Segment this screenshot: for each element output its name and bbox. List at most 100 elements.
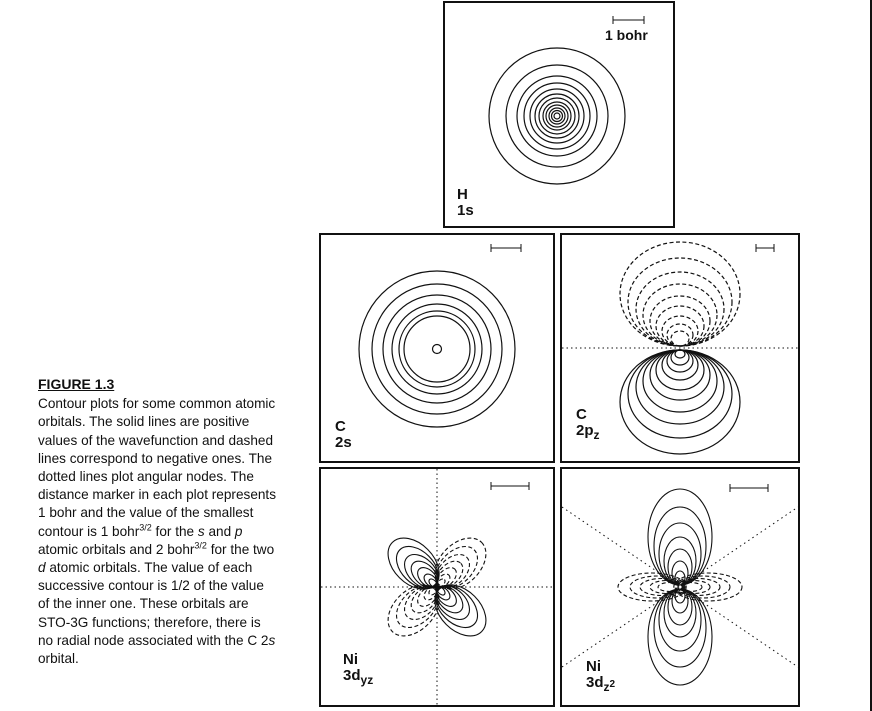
contour-line	[529, 88, 585, 144]
contour-line	[435, 560, 464, 589]
contour-line	[436, 578, 446, 588]
caption-text-2: for the	[151, 523, 198, 539]
contour-line	[674, 575, 731, 599]
angular-node-cone-2	[562, 506, 798, 668]
panel-h-1s: 1 bohr H 1s	[443, 1, 675, 228]
contour-line	[617, 572, 687, 602]
contour-line	[435, 567, 457, 589]
contour-line	[553, 112, 561, 120]
orbital-label-c-2pz: C 2pz	[576, 407, 600, 443]
contour-line	[538, 97, 576, 135]
contour-line	[674, 349, 686, 359]
caption-italic-d: d	[38, 560, 46, 576]
panel-ni-3dz2: Ni 3dz2	[560, 467, 800, 707]
contour-line	[635, 271, 725, 347]
caption-text-4: for the two	[206, 541, 275, 557]
contour-line	[434, 545, 479, 590]
contour-line	[382, 294, 492, 404]
contours-h-1s	[488, 47, 626, 185]
contours-ni-3dyz	[387, 537, 487, 637]
contour-line	[516, 75, 598, 157]
contour-line	[387, 584, 440, 637]
scale-marker	[612, 16, 645, 24]
orbital-main: 3d	[343, 667, 361, 684]
marker-label: 1 bohr	[605, 27, 648, 43]
contour-line	[403, 315, 471, 383]
plot-c-2pz	[562, 241, 798, 455]
contour-line	[436, 573, 451, 588]
contour-line	[670, 330, 690, 347]
contour-line	[627, 257, 733, 347]
orbital-label-c-2s: C 2s	[335, 419, 352, 451]
scale-marker	[755, 244, 775, 252]
contour-line	[542, 101, 572, 131]
caption-italic-s2: s	[268, 632, 276, 648]
plot-h-1s	[488, 16, 645, 185]
contour-line	[371, 283, 503, 415]
orbital-label-ni-3dyz: Ni 3dyz	[343, 651, 374, 688]
angular-node-cone-1	[562, 506, 798, 668]
orbital-subscript: z	[603, 680, 610, 694]
caption-text-6: orbital.	[38, 651, 79, 667]
orbital-name: 2s	[335, 434, 352, 451]
contour-line	[666, 349, 694, 373]
element-label: Ni	[586, 658, 601, 675]
element-label: H	[457, 186, 468, 203]
contour-line	[661, 315, 699, 347]
contours-c-2s	[358, 270, 516, 428]
caption-exponent-1: 3/2	[139, 522, 152, 533]
contour-line	[619, 241, 741, 347]
contour-line	[658, 522, 702, 586]
panel-ni-3dyz: Ni 3dyz	[319, 467, 555, 707]
contour-line	[649, 579, 684, 595]
caption-italic-s: s	[197, 523, 205, 539]
caption-exponent-2: 3/2	[194, 540, 207, 551]
contour-line	[639, 577, 685, 597]
contour-line	[534, 93, 580, 139]
caption-text-1: Contour plots for some common atomic orb…	[38, 396, 277, 539]
contour-line	[431, 343, 443, 355]
contour-line	[434, 537, 487, 590]
contour-line	[391, 303, 483, 395]
plot-c-2s	[358, 244, 522, 428]
contour-line	[658, 588, 702, 652]
contour-line	[673, 572, 743, 602]
contour-line	[550, 109, 564, 123]
contour-line	[428, 578, 438, 588]
contour-line	[627, 349, 733, 439]
element-label: C	[335, 418, 346, 435]
orbital-label-ni-3dz2: Ni 3dz2	[586, 658, 616, 695]
caption-italic-p: p	[234, 523, 243, 539]
panel-c-2s: C 2s	[319, 233, 555, 463]
contour-line	[666, 323, 694, 347]
contour-line	[629, 575, 686, 599]
contour-line	[436, 586, 446, 596]
contour-line	[642, 283, 718, 347]
caption-text-3: atomic orbitals and 2 bohr	[38, 541, 195, 557]
element-label: Ni	[343, 651, 358, 668]
contour-line	[398, 310, 476, 388]
orbital-superscript: 2	[609, 679, 616, 690]
plot-ni-3dz2	[562, 484, 798, 686]
orbital-name: 3dyz	[343, 667, 374, 688]
scale-marker	[729, 484, 769, 492]
caption-text-and: and	[204, 523, 235, 539]
contour-line	[488, 47, 626, 185]
caption-text-5: atomic orbitals. The value of each succe…	[38, 560, 269, 648]
contour-line	[642, 349, 718, 413]
orbital-main: 2p	[576, 422, 594, 439]
contour-line	[505, 64, 609, 168]
contour-line	[545, 104, 569, 128]
scale-marker	[490, 244, 522, 252]
orbital-subscript: z	[593, 428, 600, 442]
contour-line	[358, 270, 516, 428]
contour-line	[653, 506, 707, 586]
orbital-name: 3dz2	[586, 674, 616, 695]
plot-ni-3dyz	[321, 469, 553, 705]
contours-ni-3dz2	[617, 488, 743, 686]
contours-c-2pz	[619, 241, 741, 455]
orbital-subscript: yz	[360, 673, 374, 687]
orbital-name: 1s	[457, 202, 474, 219]
panel-c-2pz: C 2pz	[560, 233, 800, 463]
orbital-main: 3d	[586, 674, 604, 691]
